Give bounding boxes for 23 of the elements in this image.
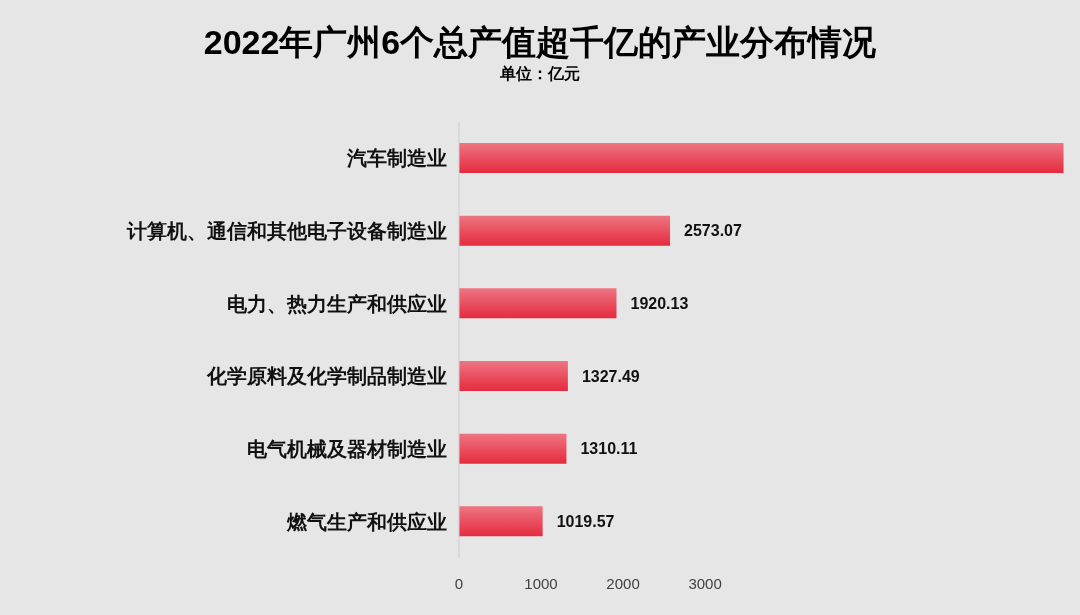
bar [459,288,617,319]
chart-title: 2022年广州6个总产值超千亿的产业分布情况 [202,22,878,63]
y-tick-label: 电气机械及器材制造业 [247,438,447,460]
y-tick-label: 计算机、通信和其他电子设备制造业 [126,220,447,242]
x-tick-label: 0 [454,575,464,593]
bar [459,433,567,464]
bar [459,143,1064,173]
data-label: 1019.57 [556,512,615,530]
x-tick-label: 1000 [524,575,558,593]
data-label: 2573.07 [684,222,742,240]
bar [459,361,568,391]
y-tick-label: 燃气生产和供应业 [286,510,447,533]
y-tick-label: 化学原料及化学制品制造业 [206,365,447,388]
x-tick-label: 2000 [606,575,640,593]
bar [459,506,543,537]
y-tick-label: 汽车制造业 [346,147,447,170]
x-tick-label: 3000 [688,575,722,593]
chart-subtitle: 单位：亿元 [499,64,581,84]
bar [459,215,671,246]
data-label: 1310.11 [580,440,638,458]
data-label: 1327.49 [581,367,640,385]
data-label: 1920.13 [630,294,689,312]
y-tick-label: 电力、热力生产和供应业 [227,292,447,315]
